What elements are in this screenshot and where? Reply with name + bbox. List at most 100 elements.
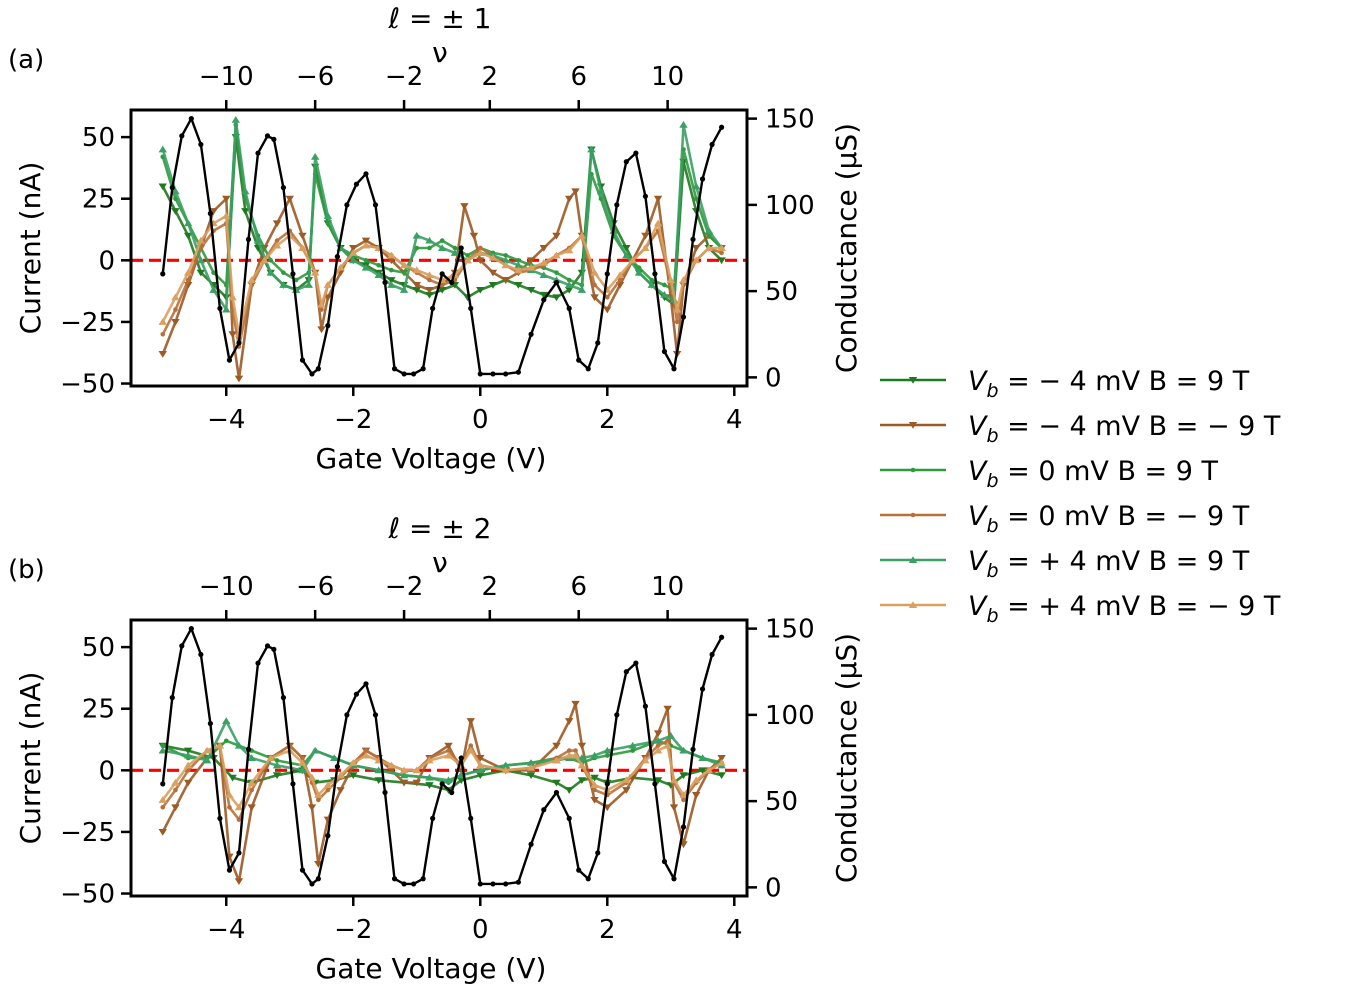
series-point-1-10 bbox=[272, 220, 282, 228]
series-point-0-1 bbox=[183, 747, 193, 755]
conductance-point-43 bbox=[585, 366, 591, 372]
x2-tick-label: −10 bbox=[199, 572, 254, 602]
legend: Vb = − 4 mV B = 9 TVb = − 4 mV B = − 9 T… bbox=[880, 366, 1281, 627]
conductance-point-18 bbox=[325, 833, 331, 839]
series-point-1-35 bbox=[564, 195, 574, 203]
series-point-0-3 bbox=[196, 269, 206, 277]
x2-tick-label: −6 bbox=[296, 62, 334, 92]
series-point-4-2 bbox=[183, 219, 193, 227]
series-point-3-2 bbox=[185, 277, 191, 283]
conductance-point-57 bbox=[718, 634, 725, 640]
series-point-5-40 bbox=[691, 776, 701, 784]
series-point-3-22 bbox=[446, 748, 451, 753]
conductance-point-42 bbox=[576, 357, 582, 363]
series-point-4-7 bbox=[241, 187, 250, 195]
x2-axis-label: ν bbox=[432, 36, 448, 69]
legend-label-var: V bbox=[968, 366, 989, 397]
conductance-point-50 bbox=[652, 271, 658, 277]
series-point-3-30 bbox=[573, 748, 578, 753]
series-point-5-28 bbox=[488, 254, 498, 261]
conductance-point-39 bbox=[541, 807, 547, 813]
series-point-1-33 bbox=[539, 245, 548, 252]
series-point-1-12 bbox=[314, 861, 323, 868]
series-point-5-2 bbox=[183, 268, 193, 276]
conductance-point-38 bbox=[528, 841, 534, 847]
series-point-5-26 bbox=[463, 256, 472, 264]
series-point-4-9 bbox=[330, 754, 339, 761]
series-point-0-10 bbox=[374, 777, 383, 784]
series-point-0-27 bbox=[488, 282, 498, 289]
series-point-1-0 bbox=[158, 351, 167, 358]
series-point-5-30 bbox=[571, 751, 580, 759]
series-point-4-4 bbox=[234, 741, 244, 749]
conductance-point-53 bbox=[680, 314, 687, 320]
series-point-0-20 bbox=[577, 777, 587, 784]
legend-swatch-marker bbox=[910, 512, 916, 518]
series-point-1-20 bbox=[412, 779, 421, 787]
series-point-4-19 bbox=[387, 281, 396, 288]
conductance-point-16 bbox=[309, 371, 315, 377]
conductance-point-25 bbox=[391, 366, 398, 372]
series-point-5-2 bbox=[183, 761, 193, 769]
conductance-point-51 bbox=[661, 858, 668, 865]
legend-label-sub: b bbox=[986, 470, 998, 492]
series-point-2-29 bbox=[516, 258, 521, 263]
series-line-5 bbox=[161, 214, 722, 336]
conductance-point-44 bbox=[595, 340, 601, 346]
series-point-4-14 bbox=[323, 212, 333, 219]
x2-tick-label: 10 bbox=[651, 62, 684, 92]
series-point-5-3 bbox=[203, 746, 212, 754]
series-point-4-13 bbox=[310, 153, 320, 160]
conductance-point-21 bbox=[353, 691, 360, 697]
series-point-1-14 bbox=[336, 787, 345, 794]
conductance-point-0 bbox=[160, 781, 166, 787]
series-point-2-20 bbox=[401, 270, 407, 275]
series-point-4-45 bbox=[704, 226, 714, 234]
legend-swatch-marker bbox=[908, 377, 918, 384]
series-point-1-11 bbox=[285, 195, 294, 203]
conductance-point-55 bbox=[699, 686, 706, 692]
series-point-4-16 bbox=[349, 256, 358, 264]
series-point-0-17 bbox=[526, 772, 536, 780]
series-point-0-15 bbox=[476, 772, 485, 780]
series-point-3-38 bbox=[617, 277, 623, 283]
series-point-5-0 bbox=[158, 796, 167, 803]
series-point-4-40 bbox=[647, 281, 656, 288]
conductance-point-40 bbox=[553, 279, 560, 286]
series-point-5-16 bbox=[336, 263, 345, 271]
conductance-point-48 bbox=[633, 660, 639, 666]
series-point-5-26 bbox=[501, 766, 510, 774]
x-tick-label: 0 bbox=[472, 915, 489, 945]
series-point-4-21 bbox=[577, 754, 587, 761]
series-point-0-29 bbox=[514, 282, 523, 289]
conductance-point-47 bbox=[623, 669, 629, 675]
x-tick-label: 0 bbox=[472, 405, 489, 435]
series-point-5-12 bbox=[298, 244, 307, 251]
series-point-5-25 bbox=[476, 761, 485, 769]
series-point-5-32 bbox=[539, 259, 548, 266]
conductance-point-36 bbox=[503, 371, 509, 377]
conductance-point-56 bbox=[709, 651, 715, 658]
series-point-5-18 bbox=[361, 241, 371, 249]
series-point-4-43 bbox=[679, 121, 688, 128]
series-point-5-5 bbox=[225, 791, 234, 798]
x-tick-label: −4 bbox=[207, 405, 245, 435]
legend-item: Vb = 0 mV B = − 9 T bbox=[880, 501, 1250, 537]
x-tick-label: −2 bbox=[334, 405, 372, 435]
series-point-4-4 bbox=[209, 286, 218, 293]
series-point-1-29 bbox=[488, 269, 498, 277]
series-point-5-9 bbox=[260, 256, 269, 264]
legend-label-sub: b bbox=[986, 560, 998, 582]
series-point-4-25 bbox=[653, 736, 663, 744]
conductance-point-44 bbox=[595, 850, 601, 856]
x-tick-label: 4 bbox=[726, 915, 743, 945]
series-point-5-30 bbox=[514, 266, 523, 274]
series-point-5-28 bbox=[552, 756, 561, 764]
series-point-4-36 bbox=[596, 187, 606, 195]
y-tick-label: 0 bbox=[98, 246, 115, 276]
series-point-0-23 bbox=[437, 286, 447, 294]
series-point-2-32 bbox=[554, 270, 559, 275]
series-point-5-24 bbox=[466, 746, 475, 754]
series-point-0-3 bbox=[228, 774, 237, 782]
series-point-2-28 bbox=[503, 253, 508, 258]
